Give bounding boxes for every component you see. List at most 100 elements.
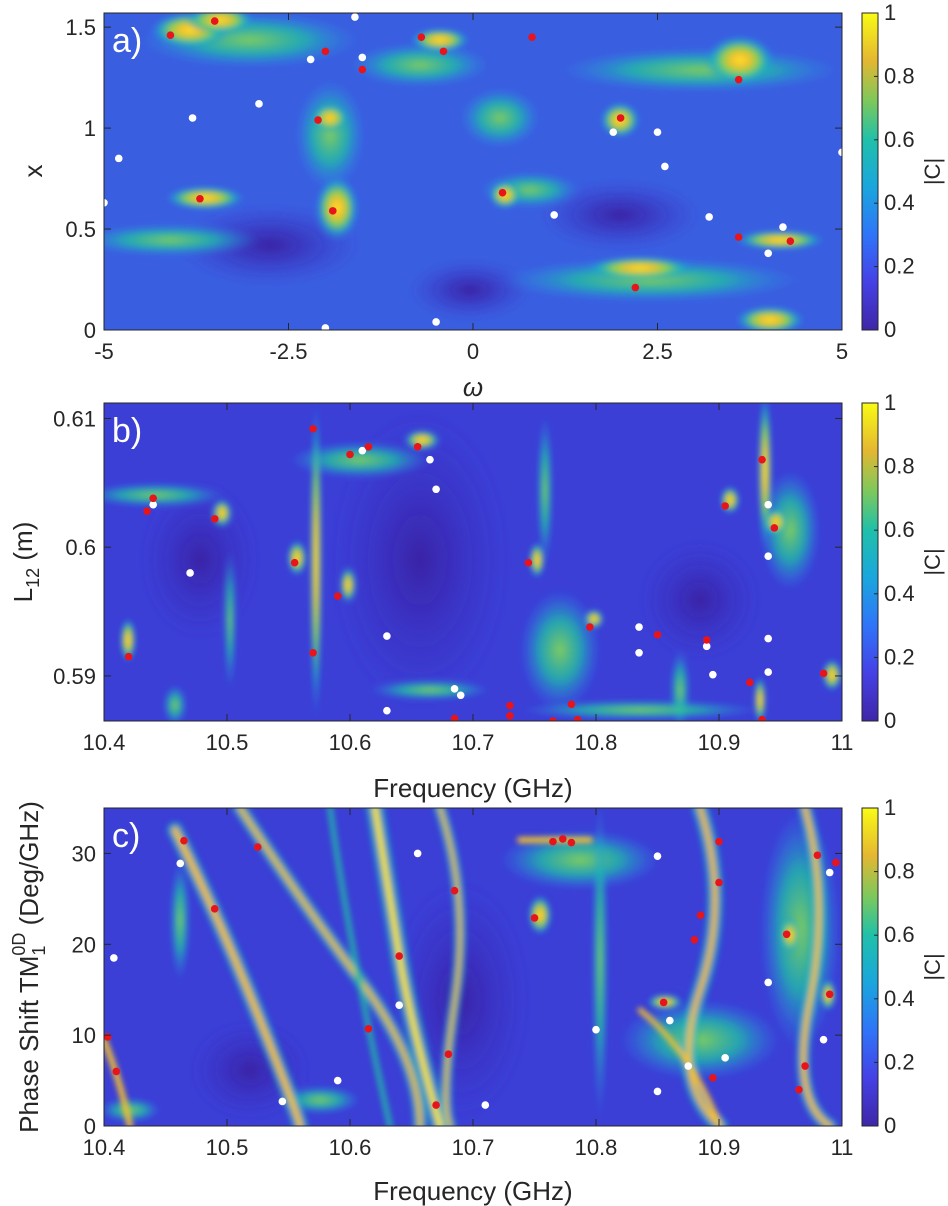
white-marker-a-9: [838, 148, 842, 157]
colorbar-tick-label-a-2: 0.4: [884, 190, 915, 215]
red-marker-a-9: [616, 114, 625, 122]
white-marker-a-7: [661, 162, 669, 171]
white-marker-a-15: [321, 324, 330, 330]
white-marker-a-14: [764, 249, 772, 258]
y-tick-label-c-0: 0: [84, 1114, 96, 1139]
red-marker-c-16: [696, 911, 705, 920]
red-marker-b-20: [450, 714, 459, 721]
white-marker-b-8: [383, 706, 391, 715]
white-marker-b-13: [764, 500, 772, 509]
white-marker-b-7: [456, 691, 465, 700]
heatmap-a: [104, 13, 842, 330]
y-axis-b: 0.59 0.6 0.61: [53, 406, 842, 689]
red-marker-c-23: [813, 851, 822, 860]
red-marker-c-14: [659, 998, 668, 1007]
x-tick-label-b-2: 10.6: [329, 730, 372, 755]
white-marker-a-12: [705, 213, 713, 221]
white-marker-c-8: [653, 852, 662, 860]
x-tick-label-a-1: -2.5: [270, 339, 308, 364]
white-marker-b-2: [358, 446, 367, 455]
y-tick-label-a-1: 0.5: [65, 217, 96, 242]
colorbar-b-scale: [861, 402, 879, 722]
red-marker-b-3: [290, 558, 299, 567]
red-marker-c-13: [567, 838, 576, 847]
white-marker-b-4: [432, 485, 440, 494]
colorbar-tick-label-a-4: 0.8: [884, 63, 915, 88]
white-marker-c-2: [278, 1097, 287, 1106]
colorbar-tick-label-a-0: 0: [884, 317, 896, 342]
red-marker-a-2: [321, 47, 330, 56]
x-tick-label-a-0: -5: [94, 339, 114, 364]
red-marker-b-0: [143, 507, 151, 515]
white-marker-c-3: [333, 1076, 342, 1085]
white-marker-b-1: [186, 569, 194, 577]
red-marker-b-14: [702, 636, 711, 644]
heatmap-c: [104, 808, 842, 1126]
colorbar-tick-label-b-0: 0: [884, 708, 896, 733]
colorbar-tick-label-c-3: 0.6: [884, 922, 915, 947]
white-marker-a-3: [255, 100, 263, 108]
x-tick-label-b-0: 10.4: [83, 730, 126, 755]
x-tick-label-c-4: 10.8: [575, 1135, 618, 1160]
colorbar-a-scale: [861, 12, 879, 331]
x-tick-label-c-6: 11: [831, 1135, 854, 1160]
red-marker-c-9: [450, 886, 459, 895]
red-marker-c-0: [104, 1033, 112, 1041]
y-tick-label-a-2: 1: [84, 116, 96, 141]
y-tick-label-a-0: 0: [84, 318, 96, 343]
x-tick-label-c-1: 10.5: [206, 1135, 249, 1160]
white-marker-c-9: [666, 1016, 674, 1025]
panel-b-label: b): [112, 412, 142, 450]
white-marker-c-0: [110, 954, 118, 962]
x-tick-label-b-3: 10.7: [452, 730, 495, 755]
white-marker-a-11: [550, 211, 558, 219]
red-marker-a-5: [528, 33, 536, 42]
y-axis-c: 0 10 20 30: [72, 841, 842, 1139]
white-marker-b-16: [764, 668, 772, 676]
red-marker-a-6: [358, 65, 367, 74]
white-marker-c-10: [653, 1087, 662, 1096]
white-marker-a-6: [653, 128, 662, 136]
colorbar-tick-label-b-4: 0.8: [884, 454, 915, 479]
red-marker-a-0: [166, 31, 175, 40]
colorbar-tick-label-a-1: 0.2: [884, 254, 915, 279]
red-marker-b-9: [309, 648, 317, 657]
colorbar-a-label: |C|: [920, 158, 945, 185]
red-marker-b-17: [721, 502, 729, 510]
red-marker-c-7: [432, 1101, 440, 1109]
red-marker-b-7: [413, 442, 422, 451]
panel-c-label: c): [112, 817, 140, 855]
red-marker-b-4: [309, 424, 317, 433]
x-tick-label-c-3: 10.7: [452, 1135, 495, 1160]
y-tick-label-b-2: 0.61: [53, 406, 96, 431]
x-tick-label-a-2: 0: [467, 339, 479, 364]
red-marker-a-14: [786, 237, 795, 245]
white-marker-b-0: [149, 500, 157, 509]
red-marker-c-17: [715, 837, 723, 846]
red-marker-c-1: [112, 1067, 121, 1076]
red-marker-b-19: [819, 669, 828, 678]
red-marker-c-4: [253, 843, 262, 851]
white-marker-c-6: [481, 1101, 490, 1109]
white-marker-a-4: [188, 114, 197, 122]
colorbar-tick-label-c-2: 0.4: [884, 986, 915, 1011]
red-marker-b-24: [567, 700, 576, 709]
red-marker-b-2: [210, 515, 219, 523]
x-tick-label-c-5: 10.9: [698, 1135, 741, 1160]
white-marker-a-2: [358, 53, 367, 62]
red-marker-c-5: [364, 1024, 373, 1033]
x-axis-c: 10.4 10.5 10.6 10.7 10.8 10.9 11: [83, 808, 854, 1160]
white-marker-a-0: [351, 13, 359, 21]
red-marker-b-5: [346, 450, 354, 459]
red-marker-a-7: [734, 75, 743, 84]
colorbar-tick-label-a-3: 0.6: [884, 127, 915, 152]
red-marker-c-25: [832, 858, 840, 867]
red-marker-c-22: [801, 1062, 809, 1070]
white-marker-c-5: [413, 849, 422, 858]
red-marker-c-18: [715, 878, 723, 887]
red-marker-c-24: [825, 990, 834, 999]
y-axis-a: 0 0.5 1 1.5: [65, 15, 842, 343]
red-marker-c-3: [210, 905, 219, 913]
